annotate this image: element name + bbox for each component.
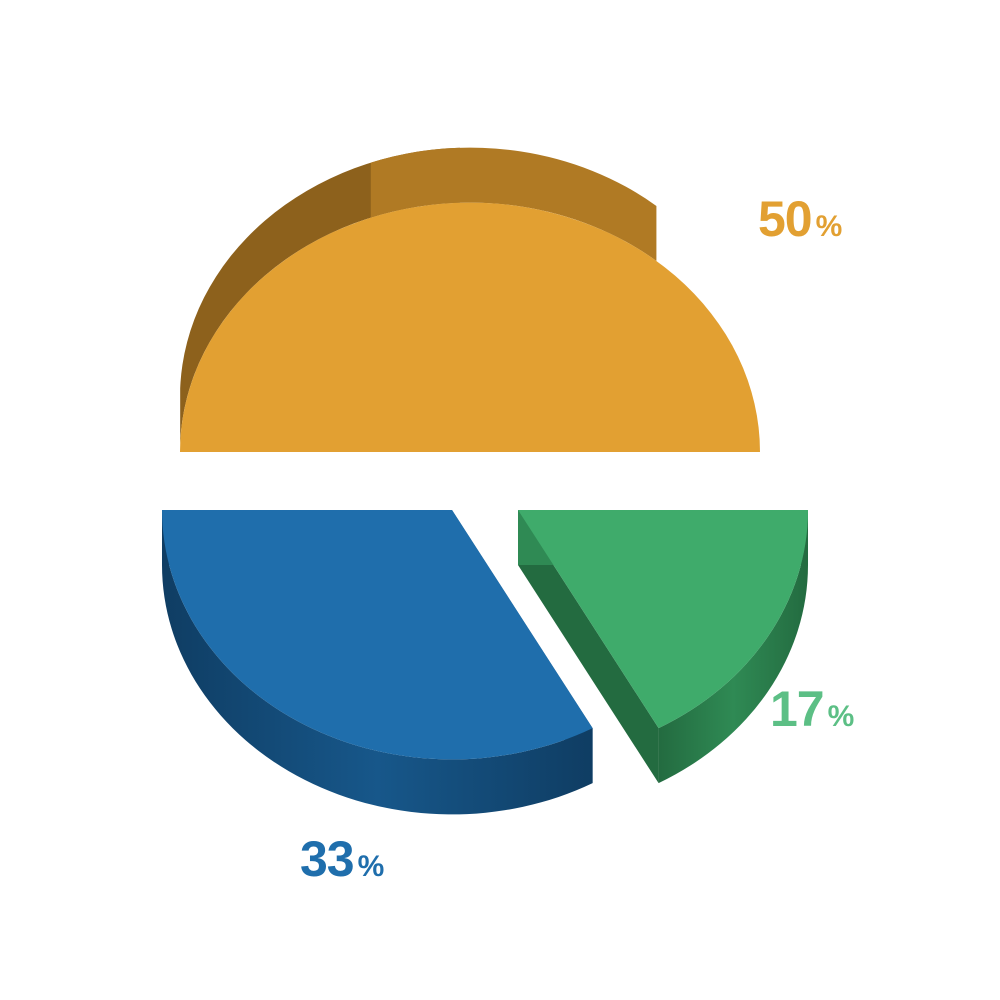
slice-label-orange-pct: %: [816, 210, 843, 243]
slice-label-green-num: 17: [770, 681, 824, 737]
slice-label-blue-num: 33: [300, 831, 354, 887]
slice-label-blue: 33%: [300, 830, 384, 888]
slice-label-green: 17%: [770, 680, 854, 738]
slice-label-orange: 50%: [758, 190, 842, 248]
slice-label-green-pct: %: [828, 700, 855, 733]
slice-label-blue-pct: %: [358, 850, 385, 883]
pie-svg: [0, 0, 1000, 1000]
pie-chart-3d: 50% 17% 33%: [0, 0, 1000, 1000]
slice-label-orange-num: 50: [758, 191, 812, 247]
